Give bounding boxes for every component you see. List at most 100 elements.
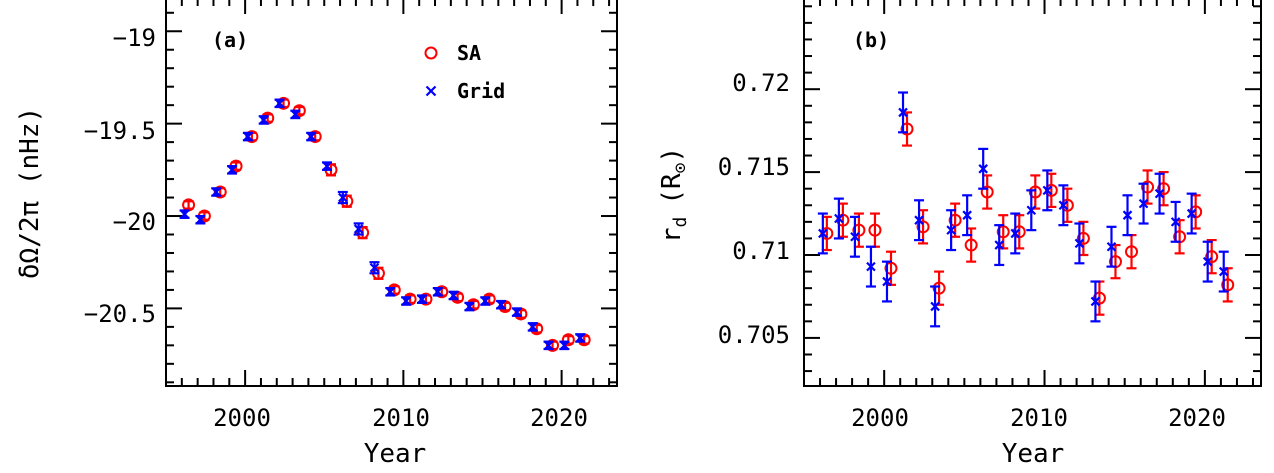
grid-point [179, 209, 190, 219]
grid-point [353, 224, 364, 234]
x-tick-label-2020: 2020 [1168, 404, 1226, 432]
grid-point [946, 225, 956, 235]
sa-point [340, 194, 354, 208]
y-axis-title: rd(R⊙) [657, 147, 691, 243]
grid-point [575, 333, 585, 343]
data-marks [817, 91, 1235, 328]
sa-point [1125, 245, 1139, 259]
grid-point [527, 322, 538, 332]
sa-point [996, 225, 1010, 239]
x-tick-label-2010: 2010 [372, 404, 430, 432]
grid-point [994, 240, 1005, 250]
sa-point [964, 238, 978, 252]
sa-point [884, 261, 898, 275]
sa-point [1157, 182, 1171, 196]
grid-point [512, 307, 522, 317]
sa-point [356, 226, 370, 240]
grid-point [258, 115, 269, 125]
grid-point [543, 340, 554, 351]
grid-point [417, 294, 427, 304]
grid-point [432, 286, 443, 297]
grid-point [930, 301, 940, 312]
grid-point [1122, 210, 1133, 220]
y-tick-label-0-72: 0.72 [732, 69, 790, 97]
legend-grid-marker [425, 85, 437, 97]
grid-point [1058, 200, 1069, 211]
grid-point [1202, 256, 1213, 267]
grid-point [1090, 296, 1101, 307]
grid-point [211, 187, 221, 197]
panel-a: 2000 2010 2020 −19 −19.5 −20 −20.5 Year … [15, 0, 618, 469]
y-axis-title: δΩ/2π (nHz) [15, 107, 45, 279]
legend-sa-label: SA [457, 41, 481, 65]
y-tick-label-0-705: 0.705 [718, 321, 790, 349]
grid-point [243, 131, 253, 142]
grid-point [195, 214, 206, 225]
grid-point [1026, 205, 1037, 216]
grid-point [834, 213, 844, 224]
grid-point [850, 231, 860, 242]
grid-point [1074, 238, 1085, 249]
sa-point [1221, 278, 1235, 292]
y-axis-title-text: rd(R⊙) [657, 147, 691, 243]
sa-point [852, 223, 866, 237]
grid-point [1218, 266, 1229, 277]
y-tick-label-0-71: 0.71 [732, 237, 790, 265]
grid-point [559, 340, 570, 351]
sa-point [932, 281, 946, 295]
grid-point [1186, 208, 1197, 219]
grid-point [1138, 198, 1149, 209]
grid-point [274, 98, 285, 109]
grid-point [401, 296, 411, 306]
sa-point [900, 122, 914, 136]
x-tick-label-2010: 2010 [1010, 404, 1068, 432]
data-marks [179, 96, 591, 352]
grid-point [227, 165, 237, 175]
x-tick-label-2020: 2020 [530, 404, 588, 432]
x-axis-title: Year [364, 439, 427, 469]
sa-point [1092, 291, 1106, 305]
grid-point [914, 215, 924, 225]
grid-point [290, 109, 301, 120]
grid-point [1154, 188, 1165, 199]
grid-point [1170, 217, 1181, 227]
x-axis-title: Year [1002, 439, 1065, 469]
grid-point [1106, 241, 1117, 252]
sa-point [1205, 250, 1219, 264]
y-tick-label-minus-20-5: −20.5 [84, 300, 156, 328]
plot-frame [803, 0, 1262, 387]
grid-point [1042, 185, 1053, 196]
axis-ticks [803, 0, 1261, 386]
grid-point [338, 192, 348, 203]
sa-point [868, 223, 882, 237]
grid-point [496, 299, 506, 310]
grid-point [866, 261, 876, 272]
grid-point [306, 131, 316, 142]
sa-point [1076, 231, 1090, 245]
legend: SA Grid [424, 41, 505, 103]
y-tick-label-0-715: 0.715 [718, 153, 790, 181]
grid-point [464, 301, 475, 312]
sa-point [561, 333, 575, 347]
legend-grid-label: Grid [457, 79, 505, 103]
sa-point [1028, 185, 1042, 199]
x-tick-label-2000: 2000 [213, 404, 271, 432]
plot-frame [165, 0, 618, 387]
legend-sa-marker [424, 46, 438, 60]
grid-point [882, 276, 892, 287]
grid-point [898, 107, 908, 118]
grid-point [369, 262, 380, 273]
axis-ticks [165, 0, 617, 386]
grid-point [385, 286, 396, 297]
grid-point [322, 161, 332, 171]
x-tick-label-2000: 2000 [851, 404, 909, 432]
grid-point [1010, 228, 1021, 239]
panel-label-a: (a) [212, 28, 248, 52]
y-tick-label-minus-19: −19 [113, 24, 156, 52]
sa-point [916, 220, 930, 234]
grid-point [480, 296, 491, 306]
y-tick-label-minus-19-5: −19.5 [84, 117, 156, 145]
grid-point [978, 164, 988, 174]
grid-point [962, 210, 972, 220]
